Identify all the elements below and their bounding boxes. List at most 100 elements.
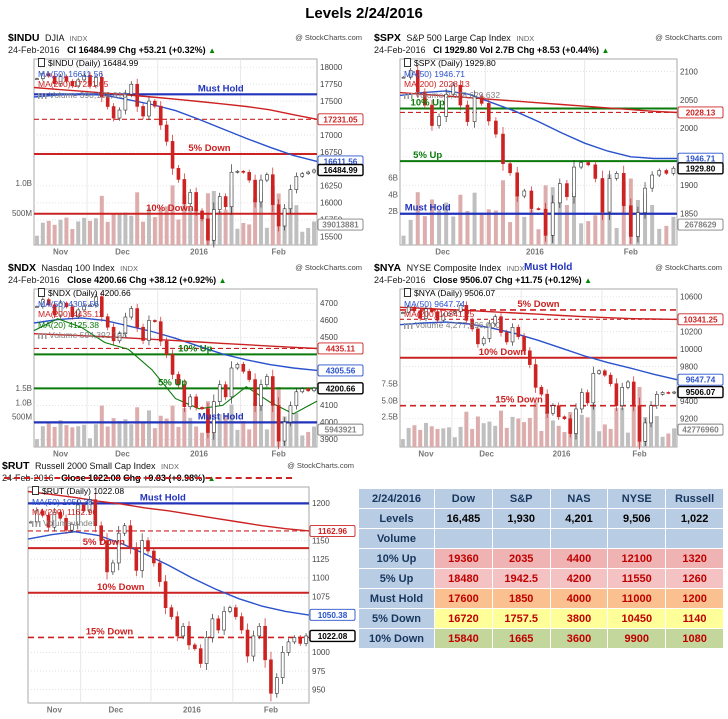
svg-text:5943921: 5943921 bbox=[325, 426, 357, 435]
table-cell bbox=[434, 528, 493, 549]
chart-panel-spx: $SPX S&P 500 Large Cap Index INDX @ Stoc… bbox=[374, 32, 724, 258]
chart-header: $RUT Russell 2000 Small Cap Index INDX @… bbox=[2, 460, 356, 472]
svg-text:1.0B: 1.0B bbox=[16, 179, 32, 188]
table-row-label: Volume bbox=[358, 528, 435, 549]
legend-item: $NYA (Daily) 9506.07 bbox=[404, 288, 500, 299]
svg-text:4000: 4000 bbox=[320, 418, 338, 427]
svg-text:5% Down: 5% Down bbox=[83, 537, 125, 548]
svg-text:16000: 16000 bbox=[320, 199, 343, 208]
candlestick-chart-ndx: 4700 4600 4500 4100 4000 3900 Nov Dec 2016 Feb 1.5… bbox=[12, 288, 364, 459]
index-tag: INDX bbox=[69, 34, 88, 43]
table-cell: 18480 bbox=[434, 568, 493, 589]
stockcharts-credit: @ StockCharts.com bbox=[295, 33, 362, 42]
table-cell: 17600 bbox=[434, 588, 493, 609]
svg-text:2016: 2016 bbox=[553, 450, 571, 459]
svg-text:9647.74: 9647.74 bbox=[686, 376, 716, 385]
volume-bars-icon bbox=[32, 520, 41, 527]
svg-text:15% Down: 15% Down bbox=[495, 395, 543, 406]
svg-text:500M: 500M bbox=[12, 209, 32, 218]
chart-quote: Cl 16484.99 Chg +53.21 (+0.32%) bbox=[67, 45, 206, 55]
svg-text:4100: 4100 bbox=[320, 401, 338, 410]
legend-item: MA(200) 2028.13 bbox=[404, 79, 470, 89]
table-cell: 1200 bbox=[665, 588, 724, 609]
table-col-header: Dow bbox=[434, 488, 493, 509]
svg-text:2678629: 2678629 bbox=[685, 221, 717, 230]
svg-text:9200: 9200 bbox=[680, 415, 698, 424]
svg-text:17231.05: 17231.05 bbox=[323, 115, 358, 124]
svg-text:Feb: Feb bbox=[272, 248, 286, 257]
chart-subheader: 24-Feb-2016 Close 9506.07 Chg +11.75 (+0… bbox=[374, 274, 724, 286]
chart-header: $SPX S&P 500 Large Cap Index INDX @ Stoc… bbox=[374, 32, 724, 44]
svg-text:5% Down: 5% Down bbox=[188, 143, 230, 154]
moving-averages bbox=[27, 490, 310, 616]
svg-text:7.5B: 7.5B bbox=[382, 379, 398, 388]
chart-symbol: $NYA bbox=[374, 262, 402, 274]
up-arrow-icon: ▲ bbox=[601, 46, 610, 55]
table-cell bbox=[491, 528, 551, 549]
chart-subheader: 24-Feb-2016 Cl 16484.99 Chg +53.21 (+0.3… bbox=[8, 44, 364, 56]
chart-legend: $SPX (Daily) 1929.80 MA(50) 1946.71 MA(200… bbox=[404, 58, 500, 100]
chart-subheader: 24-Feb-2016 Cl 1929.80 Vol 2.7B Chg +8.5… bbox=[374, 44, 724, 56]
legend-item: MA(20) 4125.38 bbox=[38, 319, 99, 330]
table-cell: 3800 bbox=[549, 608, 609, 629]
svg-text:2016: 2016 bbox=[183, 706, 201, 715]
candlestick-icon bbox=[38, 58, 45, 67]
svg-text:15% Down: 15% Down bbox=[86, 626, 134, 637]
svg-text:975: 975 bbox=[312, 667, 326, 676]
chart-symbol: $RUT bbox=[2, 460, 30, 472]
legend-item: Volume 4,277,696,000 bbox=[404, 320, 500, 331]
table-cell: 16720 bbox=[434, 608, 493, 629]
chart-date: 24-Feb-2016 bbox=[374, 45, 426, 55]
table-col-header: S&P bbox=[491, 488, 551, 509]
table-row: Must Hold 17600 1850 4000 11000 1200 bbox=[358, 588, 724, 609]
svg-text:1.0B: 1.0B bbox=[16, 398, 32, 407]
chart-panel-indu: $INDU DJIA INDX @ StockCharts.com 24-Feb… bbox=[8, 32, 364, 258]
legend-item: MA(200) 10341.25 bbox=[404, 309, 475, 319]
svg-text:2B: 2B bbox=[388, 207, 398, 216]
svg-text:4500: 4500 bbox=[320, 333, 338, 342]
table-cell: 11000 bbox=[607, 588, 667, 609]
index-tag: INDX bbox=[120, 264, 139, 273]
svg-text:9506.07: 9506.07 bbox=[686, 388, 716, 397]
legend-item: Volume 2,678,629,632 bbox=[404, 90, 500, 101]
svg-text:Nov: Nov bbox=[53, 248, 69, 257]
svg-text:4600: 4600 bbox=[320, 316, 338, 325]
svg-text:16250: 16250 bbox=[320, 182, 343, 191]
stockcharts-credit: @ StockCharts.com bbox=[287, 461, 354, 470]
moving-averages bbox=[33, 86, 318, 163]
price-boxes: 4435.11 4305.56 4200.66 5943921 bbox=[317, 342, 364, 436]
svg-text:Must Hold: Must Hold bbox=[198, 411, 244, 422]
table-cell: 2035 bbox=[491, 548, 551, 569]
table-cell: 15840 bbox=[434, 628, 493, 649]
svg-text:6B: 6B bbox=[388, 174, 398, 183]
stockcharts-credit: @ StockCharts.com bbox=[655, 263, 722, 272]
gridlines: 1200 1150 1125 1100 1075 1000 975 950 Nov Dec 2016… bbox=[28, 487, 330, 715]
svg-text:2016: 2016 bbox=[526, 248, 544, 257]
svg-text:4B: 4B bbox=[388, 190, 398, 199]
svg-text:Feb: Feb bbox=[272, 450, 286, 459]
table-cell: 10450 bbox=[607, 608, 667, 629]
price-series bbox=[35, 291, 316, 450]
svg-text:10341.25: 10341.25 bbox=[683, 315, 718, 324]
table-col-header: NYSE bbox=[607, 488, 667, 509]
table-row-label: Must Hold bbox=[358, 588, 435, 609]
svg-text:1200: 1200 bbox=[312, 499, 330, 508]
legend-item: Volume undef bbox=[32, 518, 124, 529]
table-cell: 3600 bbox=[549, 628, 609, 649]
legend-item: MA(50) 1050.38 bbox=[32, 496, 93, 507]
page-title: Levels 2/24/2016 bbox=[305, 5, 423, 22]
table-row: 10% Up 19360 2035 4400 12100 1320 bbox=[358, 548, 724, 569]
table-cell: 4,201 bbox=[549, 508, 609, 529]
table-cell: 12100 bbox=[607, 548, 667, 569]
table-cell: 1260 bbox=[665, 568, 724, 589]
svg-text:1.5B: 1.5B bbox=[16, 384, 32, 393]
candlestick-chart-spx: 210020502000195019001850Dec2016Feb6B4B2B… bbox=[388, 58, 724, 257]
table-row: Volume bbox=[358, 528, 724, 549]
level-lines bbox=[34, 347, 317, 424]
chart-title: S&P 500 Large Cap Index bbox=[406, 33, 511, 43]
svg-text:16750: 16750 bbox=[320, 148, 343, 157]
candlestick-chart-rut: 1200 1150 1125 1100 1075 1000 975 950 Nov Dec 2016… bbox=[27, 486, 356, 715]
legend-item: $RUT (Daily) 1022.08 bbox=[32, 486, 124, 497]
